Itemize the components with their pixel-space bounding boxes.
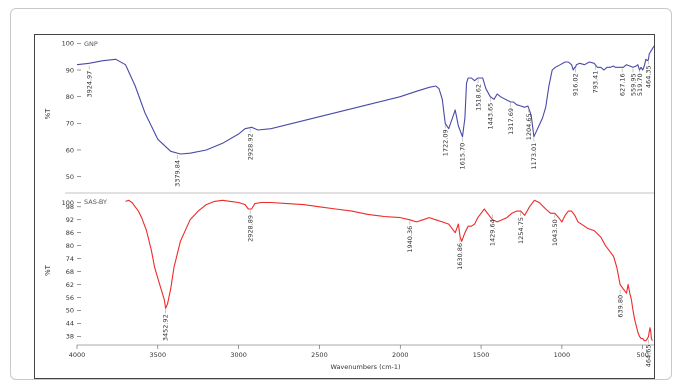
y-tick-label: 80 [66,242,74,250]
peak-label: 1518.62 [474,84,482,111]
x-tick-label: 3000 [230,351,247,359]
peak-label: 3452.92 [162,314,170,341]
y-tick-label: 62 [66,281,74,289]
y-tick-label: 100 [62,199,74,207]
peak-label: 1043.50 [551,219,559,246]
y-tick-label: 92 [66,216,74,224]
x-tick-label: 4000 [69,351,86,359]
peak-label: 1630.86 [456,243,464,270]
peak-label: 559.95 [629,73,637,96]
x-axis: 4000 3500 3000 2500 2000 1500 1000 500 [69,344,654,359]
series-name: SAS-BY [84,198,107,206]
top-panel: 50 60 70 80 90 100 %T GNP 3924.97 3379.84 2928.92 1… [44,40,655,187]
peak-label: 1443.65 [486,103,494,130]
x-tick-label: 3500 [150,351,167,359]
peak-label: 3924.97 [85,71,93,98]
peak-label: 464.65 [645,345,653,368]
x-tick-label: 2500 [311,351,328,359]
y-tick-label: 90 [66,66,74,74]
y-tick-label: 50 [66,307,74,315]
peak-label: 464.35 [645,65,653,88]
series-line-SAS-BY [125,199,653,342]
y-tick-label: 56 [66,294,74,302]
y-axis-label: %T [44,264,52,276]
peak-label: 1173.01 [530,143,538,170]
peak-label: 916.02 [572,73,580,96]
peak-label: 519.70 [636,73,644,96]
peak-label: 1254.75 [517,217,525,244]
series-line-GNP [76,45,655,155]
y-tick-label: 60 [66,146,74,154]
peak-label: 2928.92 [246,133,254,160]
y-tick-label: 70 [66,120,74,128]
peak-label: 1204.65 [525,113,533,140]
peak-label: 627.16 [618,73,626,96]
x-tick-label: 1000 [554,351,571,359]
x-axis-label: Wavenumbers (cm-1) [330,363,400,371]
peak-label: 2928.89 [246,215,254,242]
peak-label: 1615.70 [459,143,467,170]
peak-label: 639.80 [616,295,624,318]
y-axis-label: %T [44,108,52,120]
y-tick-label: 50 [66,173,74,181]
y-tick-label: 98 [66,203,74,211]
y-tick-label: 86 [66,229,74,237]
peak-label: 1940.36 [406,226,414,253]
x-tick-label: 500 [636,351,648,359]
y-tick-label: 68 [66,268,74,276]
figure-frame [10,8,672,380]
y-tick-label: 80 [66,93,74,101]
y-tick-label: 44 [66,320,74,328]
peak-label: 1429.64 [489,219,497,246]
y-tick-label: 74 [66,255,74,263]
peak-label: 1317.69 [507,108,515,135]
x-tick-label: 2000 [392,351,409,359]
peak-label: 3379.84 [174,160,182,187]
x-tick-label: 1500 [473,351,490,359]
peak-label: 793.41 [592,71,600,94]
peak-label: 1722.09 [441,129,449,156]
y-tick-label: 100 [62,40,74,48]
series-name: GNP [84,40,98,48]
y-tick-label: 38 [66,333,74,341]
